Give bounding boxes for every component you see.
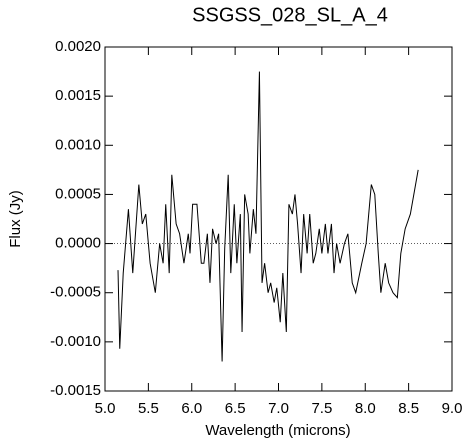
x-tick-label: 7.0	[268, 400, 289, 417]
y-tick-label: 0.0000	[55, 235, 101, 252]
y-tick-label: 0.0015	[55, 87, 101, 104]
x-axis-label: Wavelength (microns)	[205, 422, 350, 439]
x-tick-label: 6.5	[225, 400, 246, 417]
x-tick-label: 6.0	[181, 400, 202, 417]
y-tick-label: 0.0020	[55, 38, 101, 55]
x-tick-label: 5.5	[138, 400, 159, 417]
y-tick-label: -0.0015	[50, 382, 101, 399]
y-tick-label: -0.0010	[50, 333, 101, 350]
y-tick-label: 0.0005	[55, 185, 101, 202]
y-tick-label: -0.0005	[50, 284, 101, 301]
x-tick-label: 8.0	[355, 400, 376, 417]
plot-frame	[104, 46, 453, 392]
chart-title: SSGSS_028_SL_A_4	[192, 4, 388, 26]
y-tick-label: 0.0010	[55, 136, 101, 153]
x-tick-label: 7.5	[311, 400, 332, 417]
x-tick-label: 8.5	[398, 400, 419, 417]
x-tick-label: 9.0	[442, 400, 463, 417]
x-tick-label: 5.0	[95, 400, 116, 417]
line	[117, 71, 419, 362]
y-axis-label: Flux (Jy)	[7, 190, 24, 248]
